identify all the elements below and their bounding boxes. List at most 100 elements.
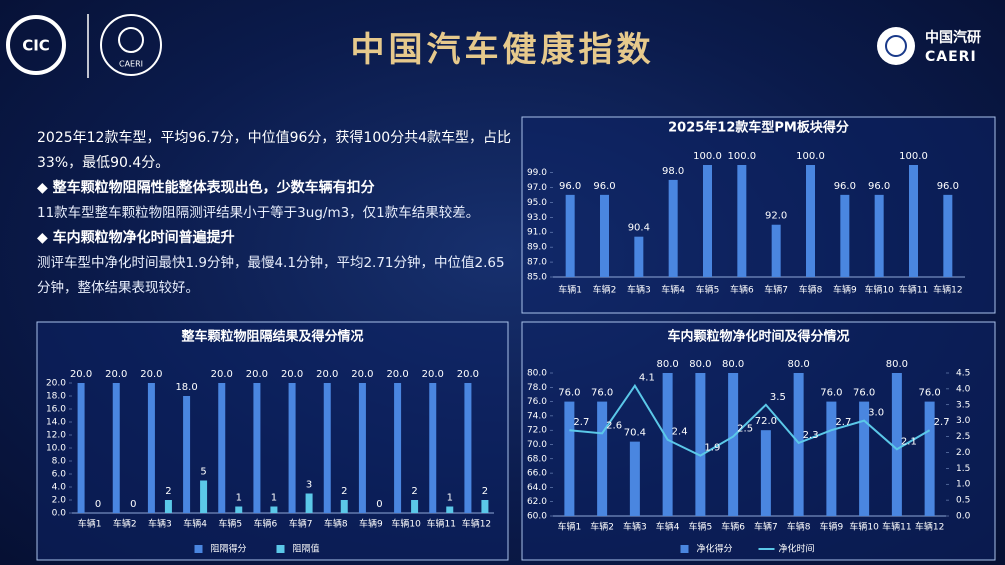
legend-label: 净化时间	[779, 543, 815, 555]
y-tick-label: 87.0	[527, 258, 547, 268]
data-label: 80.0	[722, 359, 744, 370]
data-label: 76.0	[918, 388, 940, 399]
bar	[695, 373, 706, 516]
data-label: 20.0	[140, 369, 162, 380]
data-label: 96.0	[937, 181, 959, 192]
bar	[760, 430, 771, 516]
bar	[394, 383, 402, 513]
bar	[891, 373, 902, 516]
data-label: 20.0	[316, 369, 338, 380]
bar	[481, 500, 489, 513]
bar	[793, 373, 804, 516]
x-tick-label: 车辆5	[218, 518, 242, 530]
bar	[429, 383, 437, 513]
bar	[629, 441, 640, 516]
logo-right-inner	[885, 35, 907, 57]
data-label: 0	[376, 499, 382, 510]
data-label: 70.4	[624, 428, 646, 439]
data-label: 3.0	[868, 408, 884, 419]
data-label: 96.0	[834, 181, 856, 192]
bar	[909, 165, 918, 277]
y-tick-label: 76.0	[527, 397, 547, 407]
bar	[288, 383, 296, 513]
bar	[771, 224, 781, 277]
bar	[77, 383, 85, 513]
data-label: 2.5	[737, 424, 753, 435]
bar	[826, 401, 837, 516]
bar	[164, 500, 172, 513]
bar	[874, 194, 884, 277]
data-label: 2.6	[606, 420, 622, 431]
summary-text: 2025年12款车型，平均96.7分，中位值96分，获得100分共4款车型，占比…	[37, 126, 515, 301]
bar	[218, 383, 226, 513]
y-tick-label: 99.0	[527, 168, 547, 178]
data-label: 20.0	[246, 369, 268, 380]
y-tick-label: 97.0	[527, 183, 547, 193]
x-tick-label: 车辆1	[558, 284, 582, 296]
data-label: 2	[411, 486, 417, 497]
logo-right-ring	[877, 27, 915, 65]
data-label: 2	[482, 486, 488, 497]
x-tick-label: 车辆10	[864, 284, 894, 296]
data-label: 100.0	[899, 151, 928, 162]
bar	[235, 506, 243, 513]
legend-label: 阻隔值	[293, 543, 320, 555]
y-tick-label: 78.0	[527, 383, 547, 393]
data-label: 20.0	[457, 369, 479, 380]
x-tick-label: 车辆8	[787, 521, 811, 533]
data-label: 2.7	[835, 417, 851, 428]
data-label: 100.0	[728, 151, 757, 162]
y2-tick-label: 4.5	[956, 369, 970, 379]
x-tick-label: 车辆6	[721, 521, 745, 533]
logo-caeri-inner	[118, 27, 144, 53]
data-label: 2.1	[901, 436, 917, 447]
bar	[634, 236, 644, 277]
x-tick-label: 车辆12	[933, 284, 962, 296]
x-tick-label: 车辆1	[78, 518, 102, 530]
y2-tick-label: 2.5	[956, 432, 970, 442]
logo-caeri: CAERI	[119, 60, 143, 69]
bar	[446, 506, 454, 513]
legend-label: 净化得分	[697, 543, 733, 555]
chart-title: 2025年12款车型PM板块得分	[668, 120, 849, 136]
y-tick-label: 10.0	[46, 444, 66, 454]
data-label: 2	[341, 486, 347, 497]
y-tick-label: 6.0	[52, 470, 67, 480]
x-tick-label: 车辆1	[558, 521, 582, 533]
data-label: 96.0	[559, 181, 581, 192]
panel	[521, 116, 996, 314]
bar	[806, 165, 815, 277]
x-tick-label: 车辆5	[696, 284, 720, 296]
data-label: 76.0	[820, 388, 842, 399]
x-tick-label: 车辆3	[627, 284, 651, 296]
legend-swatch	[680, 545, 689, 553]
x-tick-label: 车辆2	[593, 284, 617, 296]
data-label: 20.0	[281, 369, 303, 380]
y2-tick-label: 0.5	[956, 496, 970, 506]
legend-swatch	[276, 545, 285, 553]
data-label: 20.0	[105, 369, 127, 380]
summary: 2025年12款车型，平均96.7分，中位值96分，获得100分共4款车型，占比…	[37, 130, 512, 171]
x-tick-label: 车辆3	[148, 518, 172, 530]
bar	[943, 194, 953, 277]
bar	[924, 401, 935, 516]
data-label: 92.0	[765, 211, 787, 222]
bar	[112, 383, 120, 513]
y-tick-label: 68.0	[527, 454, 547, 464]
heading: ◆ 整车颗粒物阻隔性能整体表现出色，少数车辆有扣分	[37, 180, 375, 196]
logo-cic: CIC	[22, 37, 50, 55]
y2-tick-label: 4.0	[956, 384, 971, 394]
data-label: 96.0	[593, 181, 615, 192]
data-label: 3.5	[770, 392, 786, 403]
data-label: 96.0	[868, 181, 890, 192]
y-tick-label: 14.0	[46, 418, 66, 428]
data-label: 90.4	[628, 223, 650, 234]
x-tick-label: 车辆7	[764, 284, 788, 296]
x-tick-label: 车辆3	[623, 521, 647, 533]
legend-swatch	[194, 545, 203, 553]
y-tick-label: 70.0	[527, 440, 547, 450]
bar	[340, 500, 348, 513]
x-tick-label: 车辆12	[915, 521, 944, 533]
